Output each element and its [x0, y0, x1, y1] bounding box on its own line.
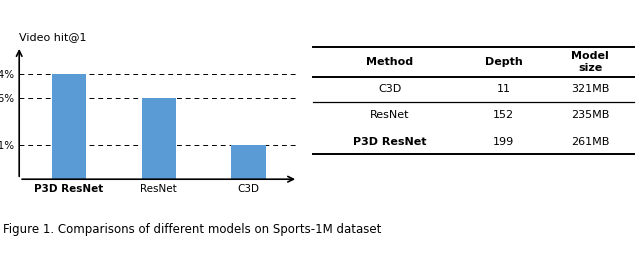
- Text: Method: Method: [366, 57, 413, 67]
- Text: 199: 199: [493, 137, 515, 147]
- Text: 11: 11: [497, 84, 511, 94]
- Text: C3D: C3D: [378, 84, 401, 94]
- Text: ResNet: ResNet: [370, 110, 410, 120]
- Text: Figure 1. Comparisons of different models on Sports-1M dataset: Figure 1. Comparisons of different model…: [3, 223, 381, 236]
- Text: 261MB: 261MB: [571, 137, 609, 147]
- Text: P3D ResNet: P3D ResNet: [353, 137, 427, 147]
- Bar: [141, 98, 176, 179]
- Bar: [232, 145, 266, 179]
- Text: 235MB: 235MB: [571, 110, 609, 120]
- Bar: [52, 74, 86, 179]
- Text: Model
size: Model size: [572, 51, 609, 73]
- Text: 321MB: 321MB: [571, 84, 609, 94]
- Text: 152: 152: [493, 110, 515, 120]
- Text: Video hit@1: Video hit@1: [19, 32, 86, 42]
- Text: Depth: Depth: [485, 57, 523, 67]
